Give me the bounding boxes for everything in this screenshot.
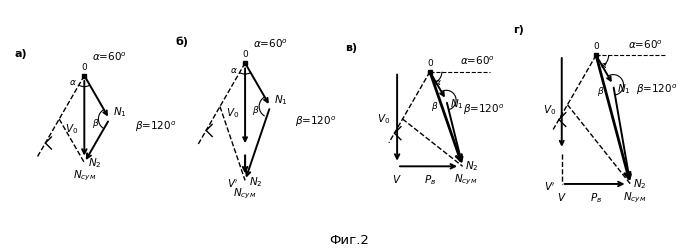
Text: $V'$: $V'$ xyxy=(227,178,239,190)
Text: 0: 0 xyxy=(82,63,87,72)
Text: 0: 0 xyxy=(243,51,248,60)
Text: $N_2$: $N_2$ xyxy=(249,176,263,189)
Text: $N_{сум}$: $N_{сум}$ xyxy=(454,173,477,187)
Text: $\beta$: $\beta$ xyxy=(597,85,605,98)
Text: б): б) xyxy=(175,37,189,47)
Text: г): г) xyxy=(513,25,524,35)
Text: $N_1$: $N_1$ xyxy=(113,106,127,120)
Text: $\beta$: $\beta$ xyxy=(252,104,260,117)
Text: $\alpha$: $\alpha$ xyxy=(69,78,77,87)
Text: 0: 0 xyxy=(593,42,599,51)
Text: $V_0$: $V_0$ xyxy=(377,112,391,126)
Text: $\alpha$: $\alpha$ xyxy=(600,61,608,70)
Text: $\alpha$=60$^o$: $\alpha$=60$^o$ xyxy=(460,55,495,67)
Text: $\alpha$=60$^o$: $\alpha$=60$^o$ xyxy=(92,51,127,63)
Text: $N_2$: $N_2$ xyxy=(88,157,102,170)
Text: $\beta$=120$^o$: $\beta$=120$^o$ xyxy=(134,120,176,134)
Text: $V_0$: $V_0$ xyxy=(65,123,78,136)
Text: $\alpha$=60$^o$: $\alpha$=60$^o$ xyxy=(628,38,663,51)
Text: $\alpha$: $\alpha$ xyxy=(433,78,442,87)
Text: $\beta$=120$^o$: $\beta$=120$^o$ xyxy=(636,82,677,97)
Text: 0: 0 xyxy=(427,59,433,68)
Text: $N_2$: $N_2$ xyxy=(633,177,647,191)
Text: а): а) xyxy=(15,50,27,60)
Text: $V$: $V$ xyxy=(557,191,567,203)
Text: $N_{сум}$: $N_{сум}$ xyxy=(624,191,647,205)
Text: $V_0$: $V_0$ xyxy=(543,103,556,117)
Text: $P_в$: $P_в$ xyxy=(590,191,602,205)
Text: $N_{сум}$: $N_{сум}$ xyxy=(233,187,257,201)
Text: в): в) xyxy=(345,43,357,53)
Text: $V$: $V$ xyxy=(392,173,402,185)
Text: $P_в$: $P_в$ xyxy=(424,173,436,187)
Text: $\beta$=120$^o$: $\beta$=120$^o$ xyxy=(295,114,337,129)
Text: $V_0$: $V_0$ xyxy=(226,107,239,120)
Text: Фиг.2: Фиг.2 xyxy=(329,234,370,247)
Text: $\beta$: $\beta$ xyxy=(92,117,99,129)
Text: $N_{сум}$: $N_{сум}$ xyxy=(73,169,96,183)
Text: $N_1$: $N_1$ xyxy=(617,82,630,96)
Text: $\beta$=120$^o$: $\beta$=120$^o$ xyxy=(463,103,504,117)
Text: $N_1$: $N_1$ xyxy=(449,97,463,111)
Text: $N_2$: $N_2$ xyxy=(466,159,479,173)
Text: $N_1$: $N_1$ xyxy=(274,93,288,107)
Text: $\alpha$: $\alpha$ xyxy=(230,65,238,74)
Text: $V'$: $V'$ xyxy=(545,181,556,193)
Text: $\alpha$=60$^o$: $\alpha$=60$^o$ xyxy=(252,38,287,50)
Text: $\beta$: $\beta$ xyxy=(431,100,438,113)
